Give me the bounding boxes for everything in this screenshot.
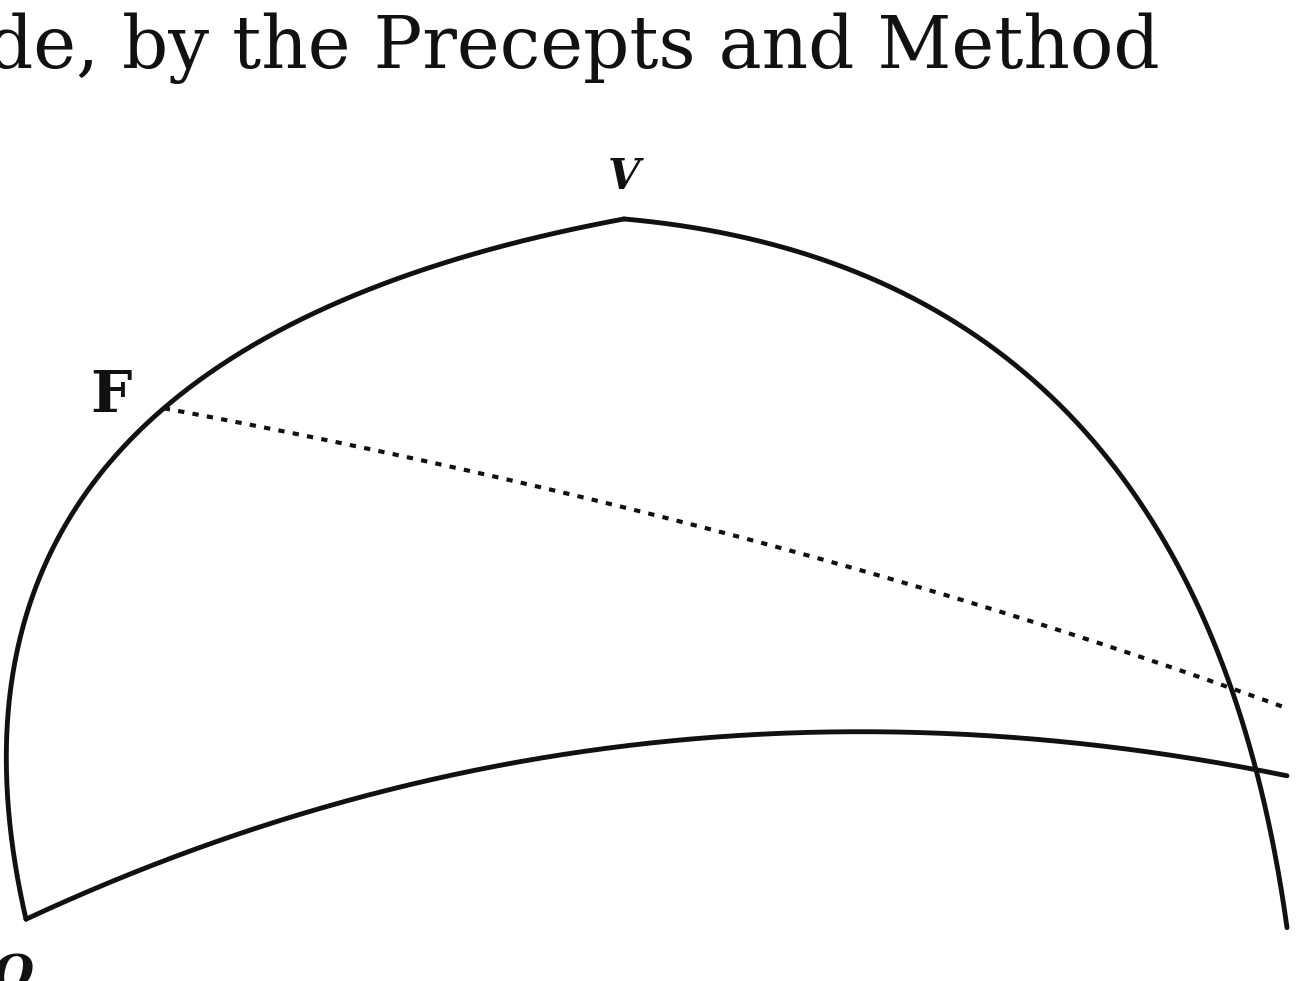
Text: O: O [0, 953, 34, 981]
Text: V: V [608, 156, 640, 198]
Text: F: F [90, 368, 131, 424]
Text: de, by the Precepts and Method: de, by the Precepts and Method [0, 13, 1160, 84]
